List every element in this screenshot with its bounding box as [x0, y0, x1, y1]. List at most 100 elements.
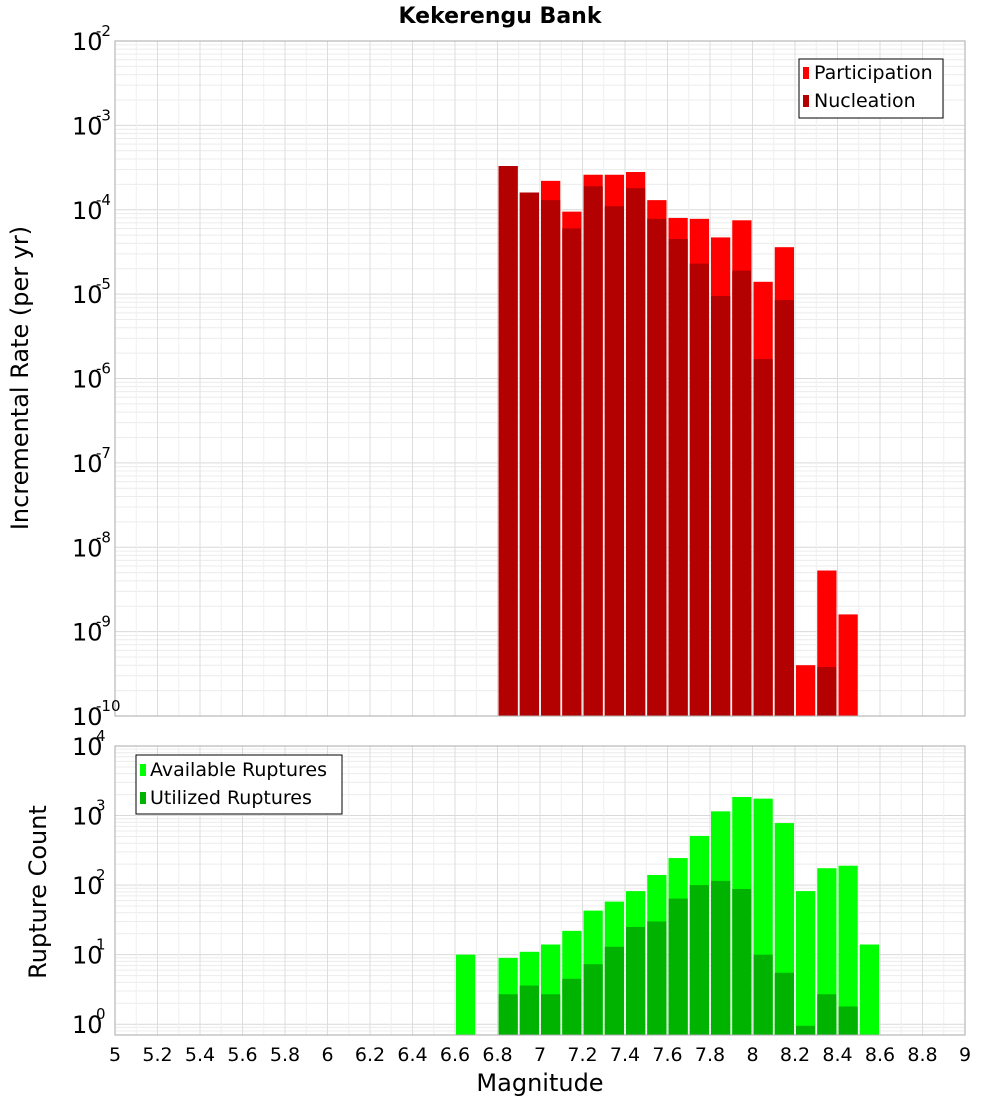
bottom-bar-utilized-ruptures — [753, 954, 773, 1035]
x-tick-labels: 5 5.2 5.4 5.6 5.8 6 6.2 6.4 6.6 6.8 7 7.2 7.4 7.6 7.8 8… — [109, 1044, 971, 1066]
x-tick-label: 8.4 — [822, 1044, 852, 1066]
x-tick-label: 6.4 — [397, 1044, 427, 1066]
top-ytick-base: 10 — [72, 534, 103, 562]
top-ytick-base: 10 — [72, 281, 103, 309]
top-ytick-base: 10 — [72, 366, 103, 394]
legend-label-utilized-ruptures: Utilized Ruptures — [150, 787, 312, 809]
x-tick-label: 6.8 — [482, 1044, 512, 1066]
top-ytick-exponent: -4 — [96, 191, 111, 209]
top-bar-nucleation — [626, 188, 646, 717]
top-ytick-exponent: -5 — [96, 275, 111, 293]
bottom-ytick-base: 10 — [72, 872, 103, 900]
top-ytick-base: 10 — [72, 450, 103, 478]
top-bar-nucleation — [647, 218, 667, 716]
top-bar-nucleation — [689, 263, 709, 716]
bottom-ytick-exponent: 4 — [96, 727, 106, 745]
top-ytick-exponent: -6 — [96, 360, 111, 378]
x-tick-label: 7.4 — [610, 1044, 640, 1066]
bottom-ytick-exponent: 3 — [96, 797, 106, 815]
top-ytick-exponent: -3 — [96, 106, 111, 124]
top-ytick-exponent: -10 — [96, 697, 121, 715]
top-bar-nucleation — [732, 270, 752, 716]
x-tick-label: 8.6 — [865, 1044, 895, 1066]
bottom-plot-frame — [114, 745, 966, 1036]
bottom-bars — [456, 796, 879, 1035]
legend-label-nucleation: Nucleation — [814, 90, 916, 112]
x-tick-label: 8.2 — [780, 1044, 810, 1066]
bottom-bar-utilized-ruptures — [817, 994, 837, 1035]
top-bar-nucleation — [519, 192, 539, 717]
top-bar-nucleation — [774, 300, 794, 716]
bottom-ytick-exponent: 2 — [96, 866, 106, 884]
bottom-bar-available-ruptures — [456, 954, 476, 1035]
bottom-bar-utilized-ruptures — [498, 994, 518, 1035]
top-bar-nucleation — [668, 239, 688, 716]
bottom-legend: Available Ruptures Utilized Ruptures — [135, 754, 343, 815]
x-tick-label: 7.6 — [652, 1044, 682, 1066]
top-bar-nucleation — [498, 166, 518, 717]
bottom-legend-box — [135, 754, 343, 815]
bottom-bar-utilized-ruptures — [668, 898, 688, 1035]
bottom-bar-utilized-ruptures — [838, 1006, 858, 1035]
legend-swatch-available-ruptures — [140, 764, 146, 776]
top-bar-participation — [838, 614, 858, 716]
top-ytick-base: 10 — [72, 28, 103, 56]
legend-swatch-utilized-ruptures — [140, 792, 146, 804]
top-ytick-exponent: -7 — [96, 444, 111, 462]
x-tick-label: 8.8 — [907, 1044, 937, 1066]
bottom-bar-utilized-ruptures — [583, 964, 603, 1035]
top-ytick-exponent: -9 — [96, 613, 111, 631]
bottom-bar-utilized-ruptures — [626, 926, 646, 1035]
legend-label-available-ruptures: Available Ruptures — [150, 759, 327, 781]
bottom-ytick-exponent: 0 — [96, 1005, 106, 1023]
top-legend: Participation Nucleation — [798, 58, 944, 119]
bottom-ytick-exponent: 1 — [96, 936, 106, 954]
top-plot-frame — [114, 40, 966, 717]
bottom-gridlines — [114, 745, 966, 1036]
top-bar-nucleation — [541, 200, 561, 716]
bottom-bar-utilized-ruptures — [562, 978, 582, 1035]
bottom-bar-utilized-ruptures — [796, 1025, 816, 1035]
top-gridlines — [114, 40, 966, 717]
x-tick-label: 5.2 — [142, 1044, 172, 1066]
x-tick-label: 5 — [109, 1044, 121, 1066]
top-bar-nucleation — [583, 186, 603, 716]
bottom-bar-utilized-ruptures — [647, 921, 667, 1035]
top-legend-box — [798, 58, 944, 119]
x-tick-label: 9 — [959, 1044, 971, 1066]
top-bar-nucleation — [604, 206, 624, 716]
bottom-bar-utilized-ruptures — [732, 888, 752, 1035]
top-ytick-base: 10 — [72, 619, 103, 647]
bottom-bar-available-ruptures — [838, 865, 858, 1035]
top-ytick-base: 10 — [72, 112, 103, 140]
x-tick-label: 7 — [534, 1044, 546, 1066]
bottom-ytick-base: 10 — [72, 803, 103, 831]
top-y-axis-label: Incremental Rate (per yr) — [6, 226, 34, 530]
bottom-ytick-base: 10 — [72, 942, 103, 970]
top-ytick-base: 10 — [72, 197, 103, 225]
chart-title: Kekerengu Bank — [399, 4, 603, 29]
bottom-bar-utilized-ruptures — [711, 880, 731, 1035]
top-ytick-exponent: -2 — [96, 22, 111, 40]
x-tick-label: 8 — [746, 1044, 758, 1066]
x-tick-label: 7.8 — [695, 1044, 725, 1066]
bottom-ytick-base: 10 — [72, 733, 103, 761]
top-ytick-exponent: -8 — [96, 528, 111, 546]
legend-swatch-participation — [803, 67, 809, 79]
x-tick-label: 5.4 — [185, 1044, 215, 1066]
top-bar-nucleation — [562, 228, 582, 716]
bottom-bar-utilized-ruptures — [541, 994, 561, 1035]
bottom-bar-available-ruptures — [859, 944, 879, 1035]
bottom-bar-utilized-ruptures — [689, 885, 709, 1035]
top-bar-participation — [796, 665, 816, 716]
bottom-bar-utilized-ruptures — [519, 985, 539, 1035]
top-bar-nucleation — [753, 359, 773, 716]
top-bar-nucleation — [711, 296, 731, 716]
bottom-ytick-base: 10 — [72, 1011, 103, 1039]
x-tick-label: 5.6 — [227, 1044, 257, 1066]
bottom-bar-utilized-ruptures — [774, 972, 794, 1035]
bottom-bar-available-ruptures — [796, 891, 816, 1035]
